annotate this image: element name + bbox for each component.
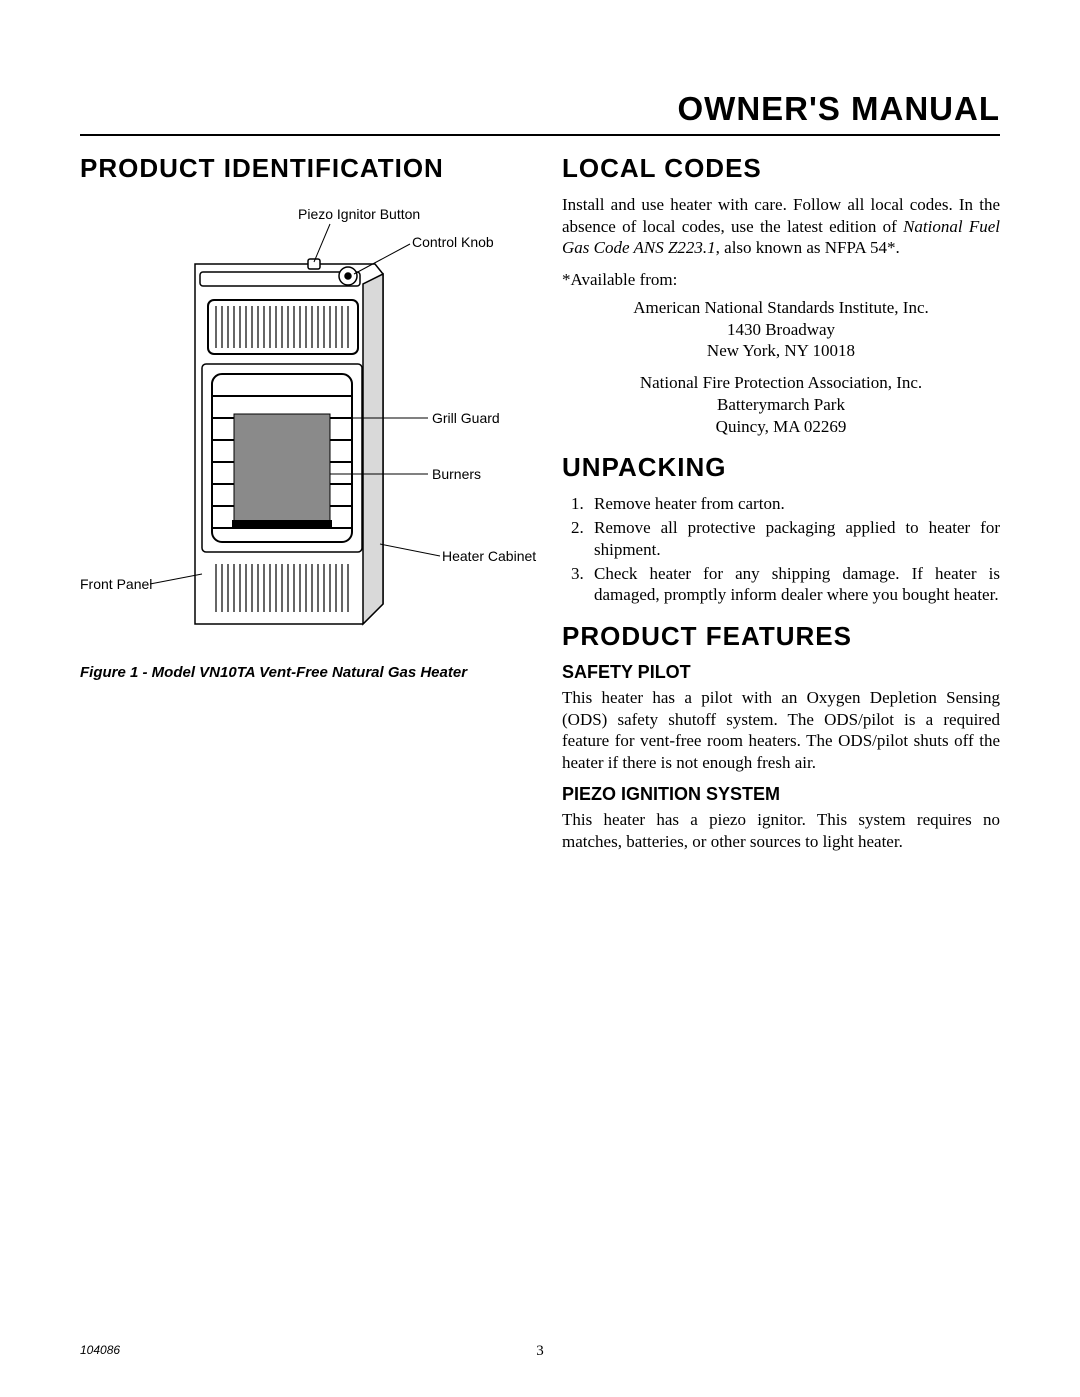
title-rule: [80, 134, 1000, 136]
columns: PRODUCT IDENTIFICATION: [80, 154, 1000, 862]
addr-line: National Fire Protection Association, In…: [640, 373, 922, 392]
doc-number: 104086: [80, 1343, 120, 1357]
label-heater-cabinet: Heater Cabinet: [442, 548, 536, 564]
safety-pilot-paragraph: This heater has a pilot with an Oxygen D…: [562, 687, 1000, 774]
subsection-safety-pilot: SAFETY PILOT: [562, 662, 1000, 683]
label-burners: Burners: [432, 466, 481, 482]
para-text-b: , also known as NFPA 54*.: [716, 238, 900, 257]
section-product-identification: PRODUCT IDENTIFICATION: [80, 154, 518, 184]
available-from: *Available from:: [562, 269, 1000, 291]
section-product-features: PRODUCT FEATURES: [562, 622, 1000, 652]
right-column: LOCAL CODES Install and use heater with …: [562, 154, 1000, 862]
page: OWNER'S MANUAL PRODUCT IDENTIFICATION: [0, 0, 1080, 1397]
address-nfpa: National Fire Protection Association, In…: [562, 372, 1000, 437]
addr-line: 1430 Broadway: [727, 320, 835, 339]
subsection-piezo-ignition: PIEZO IGNITION SYSTEM: [562, 784, 1000, 805]
unpacking-steps: Remove heater from carton. Remove all pr…: [562, 493, 1000, 606]
addr-line: Quincy, MA 02269: [716, 417, 847, 436]
piezo-paragraph: This heater has a piezo ignitor. This sy…: [562, 809, 1000, 853]
step: Remove heater from carton.: [588, 493, 1000, 515]
section-unpacking: UNPACKING: [562, 453, 1000, 483]
label-grill-guard: Grill Guard: [432, 410, 500, 426]
step: Check heater for any shipping damage. If…: [588, 563, 1000, 607]
page-footer: 104086 3: [80, 1343, 1000, 1357]
addr-line: New York, NY 10018: [707, 341, 855, 360]
local-codes-paragraph: Install and use heater with care. Follow…: [562, 194, 1000, 259]
product-diagram: Piezo Ignitor Button Control Knob Grill …: [80, 204, 520, 644]
left-column: PRODUCT IDENTIFICATION: [80, 154, 518, 862]
addr-line: Batterymarch Park: [717, 395, 845, 414]
address-ansi: American National Standards Institute, I…: [562, 297, 1000, 362]
label-control-knob: Control Knob: [412, 234, 494, 250]
section-local-codes: LOCAL CODES: [562, 154, 1000, 184]
addr-line: American National Standards Institute, I…: [633, 298, 929, 317]
label-front-panel: Front Panel: [80, 576, 152, 592]
label-piezo-ignitor: Piezo Ignitor Button: [298, 206, 420, 222]
document-title: OWNER'S MANUAL: [80, 90, 1000, 128]
page-number: 3: [536, 1343, 544, 1360]
step: Remove all protective packaging applied …: [588, 517, 1000, 561]
figure-caption: Figure 1 - Model VN10TA Vent-Free Natura…: [80, 664, 518, 681]
